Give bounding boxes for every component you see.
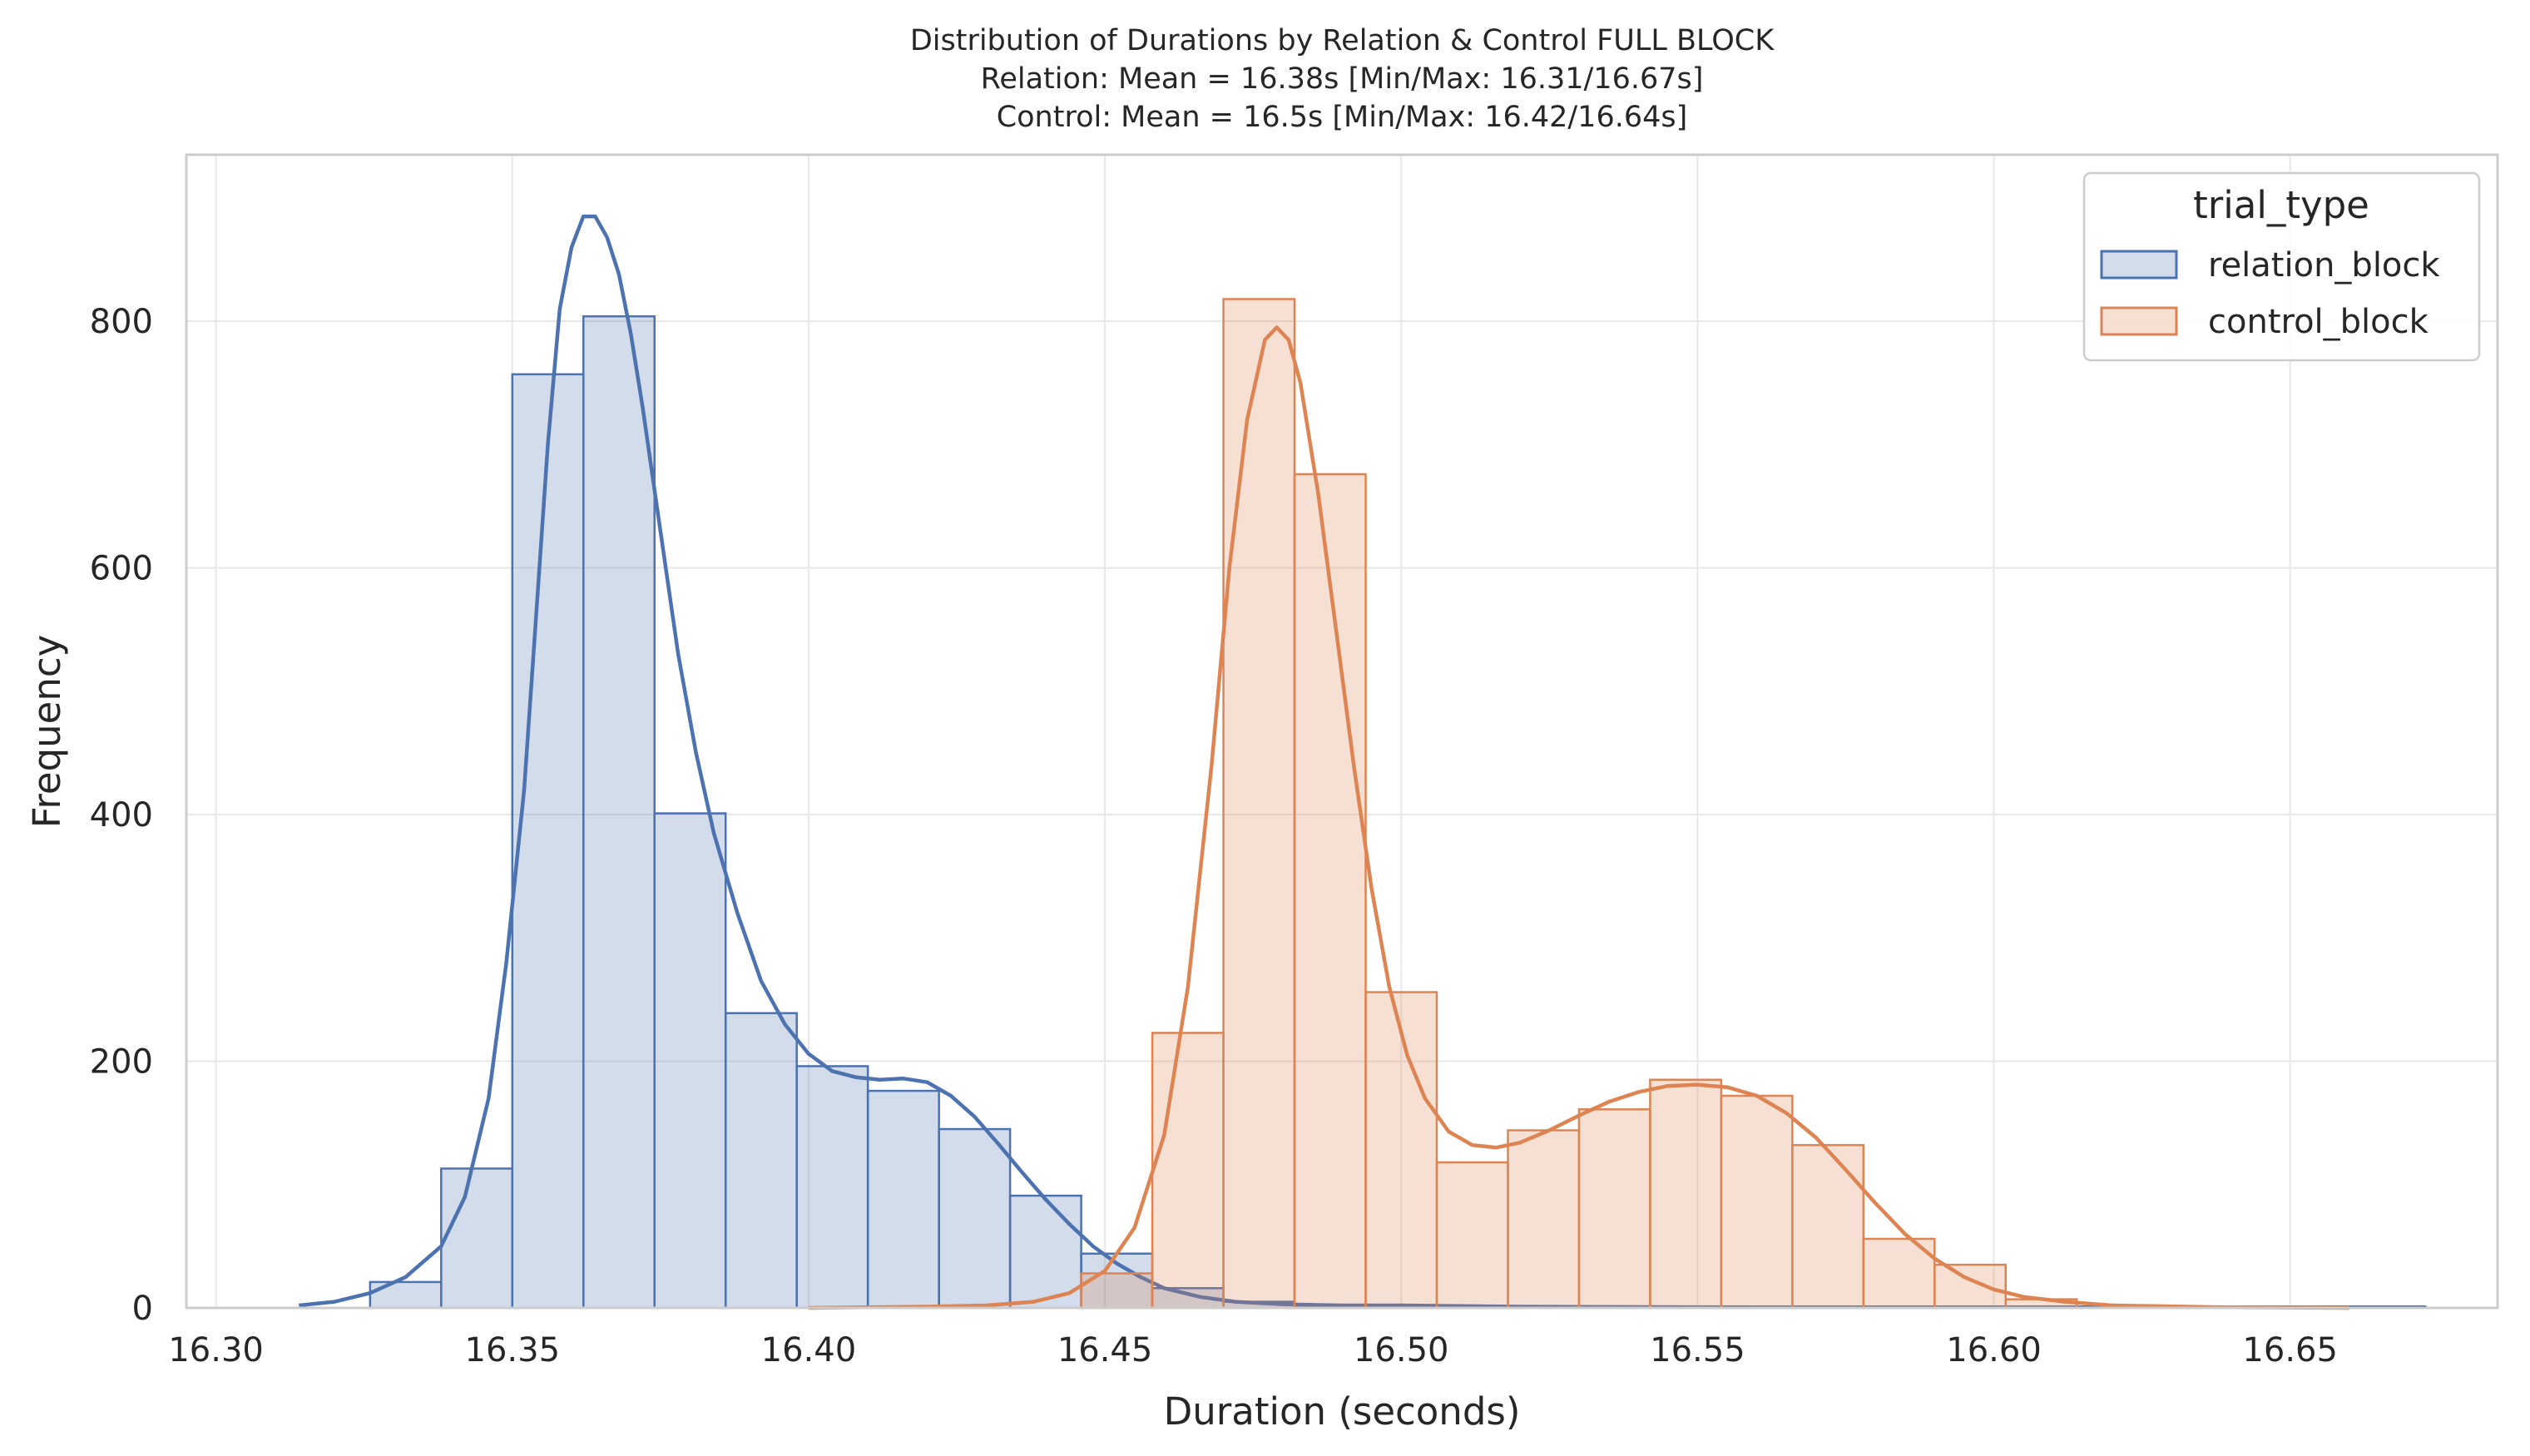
x-tick-label-0: 16.30 [168, 1331, 264, 1369]
x-tick-label-7: 16.65 [2242, 1331, 2338, 1369]
hist-fill-control-block [1081, 299, 2077, 1308]
plot-frame [185, 153, 2499, 1310]
title-line-3: Control: Mean = 16.5s [Min/Max: 16.42/16… [997, 101, 1688, 134]
x-tick-label-3: 16.45 [1057, 1331, 1153, 1369]
y-tick-label-1: 200 [90, 1043, 153, 1082]
legend-swatch-relation-block [2100, 250, 2178, 280]
legend-label-control-block: control_block [2208, 303, 2429, 341]
y-tick-label-0: 0 [132, 1290, 153, 1328]
y-tick-label-4: 800 [90, 303, 153, 341]
chart-title: Distribution of Durations by Relation & … [910, 24, 1775, 134]
legend-title: trial_type [2193, 183, 2369, 227]
title-line-2: Relation: Mean = 16.38s [Min/Max: 16.31/… [981, 62, 1704, 96]
x-axis-ticks: 16.30 16.35 16.40 16.45 16.50 16.55 16.60 16.65 [168, 1331, 2338, 1369]
x-tick-label-2: 16.40 [761, 1331, 857, 1369]
legend: trial_type relation_block control_block [2082, 171, 2481, 362]
x-tick-label-1: 16.35 [465, 1331, 561, 1369]
kde-line-control-block [808, 325, 2349, 1310]
series-layer [299, 214, 2427, 1310]
kde-line-relation-block [299, 214, 2427, 1310]
x-axis-label: Duration (seconds) [1164, 1389, 1521, 1434]
x-tick-label-4: 16.50 [1354, 1331, 1449, 1369]
y-tick-label-2: 400 [90, 796, 153, 834]
y-tick-label-3: 600 [90, 550, 153, 588]
x-tick-label-6: 16.60 [1946, 1331, 2042, 1369]
legend-label-relation-block: relation_block [2208, 246, 2440, 285]
title-line-1: Distribution of Durations by Relation & … [910, 24, 1775, 57]
legend-frame [2082, 171, 2481, 362]
grid-lines [186, 155, 2498, 1309]
y-axis-label: Frequency [25, 635, 69, 828]
x-tick-label-5: 16.55 [1650, 1331, 1745, 1369]
legend-swatch-control-block [2100, 306, 2178, 336]
y-axis-ticks: 0 200 400 600 800 [90, 303, 153, 1328]
